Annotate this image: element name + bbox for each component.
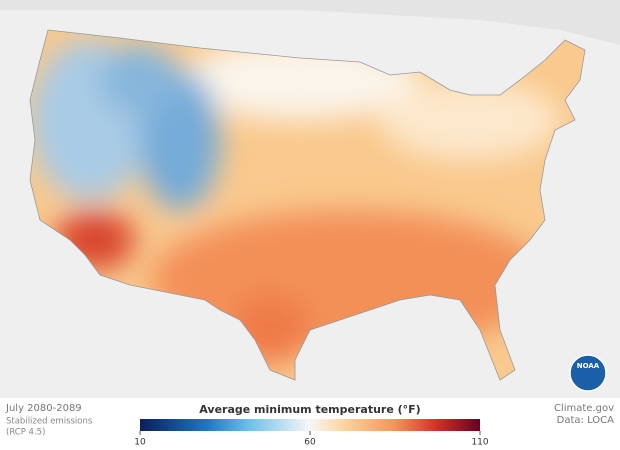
scenario: Stabilized emissions: [6, 417, 93, 427]
colorbar-tick-label: 10: [134, 438, 146, 448]
scenario: (RCP 4.5): [6, 428, 45, 438]
colorbar: [140, 419, 480, 431]
map-cool: [380, 80, 560, 160]
source: Data: LOCA: [557, 415, 614, 426]
colorbar-tick-label: 110: [471, 438, 488, 448]
colorbar-title: Average minimum temperature (°F): [199, 403, 420, 416]
logo: [569, 354, 607, 392]
us-outline: [29, 29, 586, 381]
credit: Climate.gov: [554, 403, 614, 414]
colorbar-tick-label: 60: [304, 438, 316, 448]
map-cold: [100, 45, 180, 115]
period: July 2080-2089: [5, 403, 82, 414]
canada: [0, 0, 620, 45]
logo-text: NOAA: [577, 362, 600, 370]
